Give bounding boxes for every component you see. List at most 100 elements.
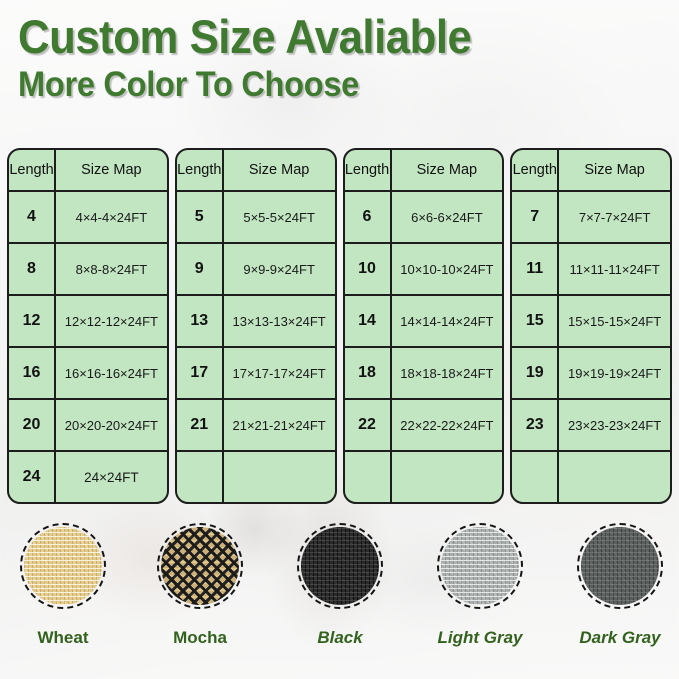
cell-length: 8 [9, 244, 56, 294]
table-row: 23 23×23-23×24FT [512, 398, 670, 450]
swatch-circle-icon[interactable] [157, 523, 243, 609]
column-header-size-map: Size Map [416, 162, 478, 178]
cell-length: 23 [512, 400, 560, 450]
cell-length: 15 [512, 296, 560, 346]
cell-size-map: 6×6-6×24FT [411, 209, 483, 225]
cell-size-map: 7×7-7×24FT [578, 209, 651, 225]
column-header-length: Length [177, 150, 224, 190]
cell-length: 13 [177, 296, 224, 346]
cell-length: 22 [345, 400, 392, 450]
table-header-row: Length Size Map [177, 150, 335, 190]
cell-length: 18 [345, 348, 392, 398]
size-table: Length Size Map 7 7×7-7×24FT 11 11×11-11×24FT… [510, 148, 672, 504]
table-row: 18 18×18-18×24FT [344, 346, 503, 398]
color-swatch-option[interactable]: Dark Gray [552, 523, 679, 648]
swatch-fabric-texture [581, 527, 659, 605]
table-row: 16 16×16-16×24FT [9, 346, 167, 398]
cell-length: 6 [345, 192, 392, 242]
cell-length: 9 [177, 244, 224, 294]
swatch-fabric-texture [441, 527, 519, 605]
table-row [512, 450, 670, 502]
cell-length: 4 [9, 192, 56, 242]
cell-size-map: 11×11-11×24FT [569, 261, 660, 277]
cell-size-map [224, 452, 335, 502]
cell-length [512, 452, 560, 502]
table-row: 6 6×6-6×24FT [344, 190, 503, 242]
size-table: Length Size Map 6 6×6-6×24FT 10 10×10-10×24FT… [342, 148, 505, 504]
cell-size-map: 4×4-4×24FT [75, 209, 148, 225]
cell-length: 11 [512, 244, 560, 294]
cell-size-map: 15×15-15×24FT [568, 313, 662, 329]
table-row: 11 11×11-11×24FT [512, 242, 670, 294]
table-header-row: Length Size Map [9, 150, 167, 190]
column-header-length: Length [345, 150, 392, 190]
cell-length: 21 [177, 400, 224, 450]
table-row [176, 450, 335, 502]
swatch-label: Light Gray [437, 628, 523, 647]
cell-size-map: 10×10-10×24FT [400, 261, 494, 277]
cell-length [345, 452, 392, 502]
cell-size-map: 8×8-8×24FT [75, 261, 148, 277]
swatch-label: Black [317, 628, 363, 647]
column-header-size-map: Size Map [81, 162, 142, 178]
cell-size-map: 23×23-23×24FT [568, 417, 662, 433]
table-row: 12 12×12-12×24FT [9, 294, 167, 346]
page-title: Custom Size Avaliable [18, 10, 472, 63]
swatch-label: Mocha [173, 628, 227, 647]
table-row: 24 24×24FT [9, 450, 167, 502]
cell-size-map: 12×12-12×24FT [64, 313, 158, 329]
cell-length: 20 [9, 400, 56, 450]
heading-block: Custom Size Avaliable More Color To Choo… [18, 12, 658, 104]
table-row: 5 5×5-5×24FT [176, 190, 335, 242]
swatch-circle-icon[interactable] [20, 523, 106, 609]
column-header-length: Length [9, 150, 56, 190]
cell-size-map: 21×21-21×24FT [232, 417, 326, 433]
column-header-length: Length [512, 150, 560, 190]
table-row: 10 10×10-10×24FT [344, 242, 503, 294]
swatch-fabric-texture [24, 527, 102, 605]
color-swatch-option[interactable]: Light Gray [412, 523, 548, 648]
cell-length: 19 [512, 348, 560, 398]
swatch-label: Wheat [37, 628, 89, 647]
color-swatches: Wheat Mocha Black Light Gray Dark Gray [0, 515, 679, 679]
size-table: Length Size Map 5 5×5-5×24FT 9 9×9-9×24FT 13 13… [174, 148, 337, 504]
cell-length: 16 [9, 348, 56, 398]
table-row: 19 19×19-19×24FT [512, 346, 670, 398]
cell-size-map: 18×18-18×24FT [400, 365, 494, 381]
swatch-fabric-texture [301, 527, 379, 605]
size-tables: Length Size Map 4 4×4-4×24FT 8 8×8-8×24FT 12 12… [7, 148, 672, 504]
cell-length: 7 [512, 192, 560, 242]
table-row: 4 4×4-4×24FT [9, 190, 167, 242]
cell-length: 14 [345, 296, 392, 346]
table-header-row: Length Size Map [512, 150, 670, 190]
cell-length [177, 452, 224, 502]
cell-length: 5 [177, 192, 224, 242]
column-header-size-map: Size Map [584, 162, 645, 178]
swatch-circle-icon[interactable] [437, 523, 523, 609]
table-row: 21 21×21-21×24FT [176, 398, 335, 450]
cell-size-map [559, 452, 670, 502]
table-row: 9 9×9-9×24FT [176, 242, 335, 294]
color-swatch-option[interactable]: Mocha [132, 523, 268, 648]
swatch-circle-icon[interactable] [577, 523, 663, 609]
swatch-circle-icon[interactable] [297, 523, 383, 609]
table-row: 17 17×17-17×24FT [176, 346, 335, 398]
cell-size-map: 9×9-9×24FT [243, 261, 315, 277]
cell-length: 12 [9, 296, 56, 346]
cell-size-map: 19×19-19×24FT [568, 365, 662, 381]
swatch-label: Dark Gray [579, 628, 661, 647]
cell-size-map: 14×14-14×24FT [400, 313, 494, 329]
cell-size-map: 17×17-17×24FT [232, 365, 326, 381]
cell-length: 24 [9, 452, 56, 502]
color-swatch-option[interactable]: Black [272, 523, 408, 648]
color-swatch-option[interactable]: Wheat [0, 523, 131, 648]
size-table: Length Size Map 4 4×4-4×24FT 8 8×8-8×24FT 12 12… [7, 148, 169, 504]
cell-size-map: 5×5-5×24FT [243, 209, 315, 225]
cell-size-map: 16×16-16×24FT [64, 365, 158, 381]
cell-size-map: 13×13-13×24FT [232, 313, 326, 329]
table-row: 13 13×13-13×24FT [176, 294, 335, 346]
table-row: 15 15×15-15×24FT [512, 294, 670, 346]
table-row: 14 14×14-14×24FT [344, 294, 503, 346]
cell-size-map: 20×20-20×24FT [64, 417, 158, 433]
